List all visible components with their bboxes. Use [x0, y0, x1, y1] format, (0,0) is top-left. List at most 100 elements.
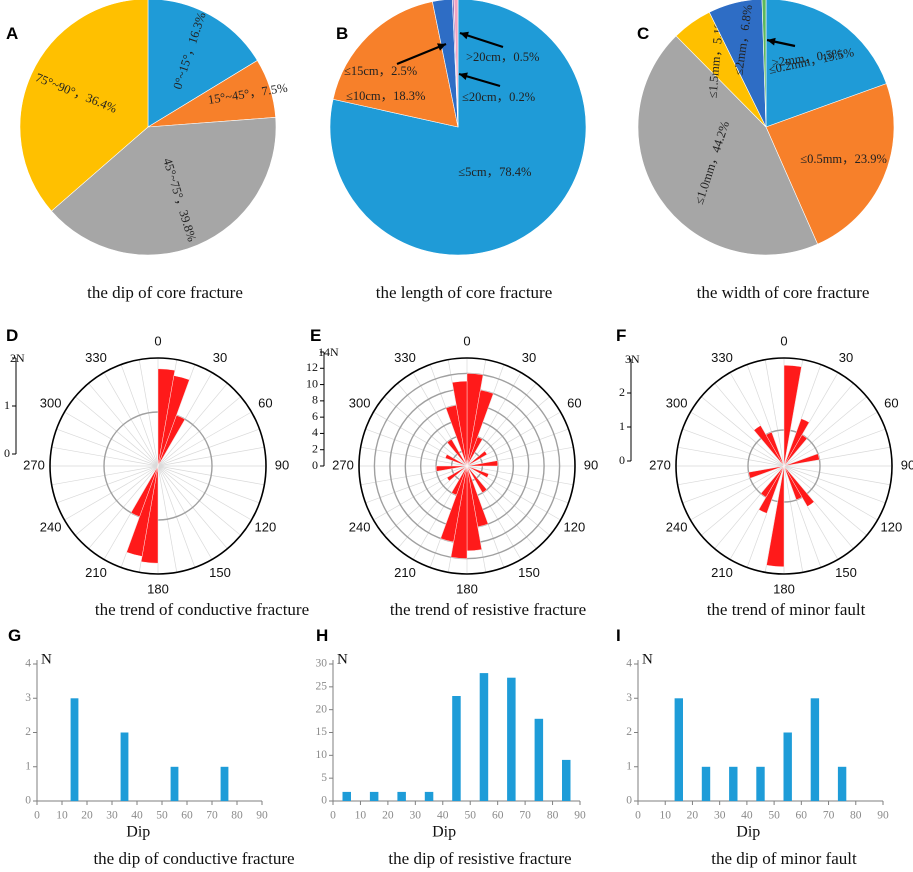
- pie-slice-1: [329, 0, 587, 256]
- scale-tick-label: 12: [306, 360, 318, 374]
- pie-chart-core-width: ≤0.2mm，19.5%≤0.5mm，23.9%≤1.0mm，44.2%≤1.5…: [637, 0, 895, 256]
- x-tick-label: 60: [181, 810, 193, 822]
- direction-label: 270: [649, 457, 671, 472]
- y-axis-label: N: [337, 651, 348, 667]
- rose-petal: [446, 465, 468, 482]
- rose-petal: [765, 431, 785, 467]
- x-tick-label: 80: [231, 810, 243, 822]
- x-tick-label: 80: [850, 810, 862, 822]
- x-axis-label: Dip: [736, 824, 760, 841]
- leader-arrow-head: [459, 72, 468, 80]
- direction-label: 210: [711, 565, 733, 580]
- pie-slice-label: ≤20cm，0.2%: [462, 90, 535, 104]
- rose-spoke: [466, 428, 569, 467]
- direction-label: 30: [213, 350, 227, 365]
- bar: [120, 732, 129, 801]
- y-axis-label: N: [41, 651, 52, 667]
- direction-label: 150: [209, 565, 231, 580]
- rose-petal: [157, 415, 186, 467]
- x-tick-label: 10: [56, 810, 68, 822]
- pie-slice-label: ≤5cm，78.4%: [458, 165, 531, 179]
- y-tick-label: 20: [316, 703, 328, 715]
- leader-arrow-head: [767, 37, 776, 46]
- x-tick-label: 60: [796, 810, 808, 822]
- y-tick-label: 0: [25, 795, 31, 807]
- x-axis-label: Dip: [432, 824, 456, 841]
- panel-letter-d: D: [6, 326, 18, 345]
- x-tick-label: 90: [877, 810, 889, 822]
- caption-core-width: the width of core fracture: [697, 283, 870, 302]
- pie-slice-5: [708, 0, 767, 128]
- direction-label: 120: [881, 519, 903, 534]
- rose-petal: [783, 453, 820, 467]
- scale-tick-label: 0: [312, 458, 318, 472]
- rose-spoke: [783, 411, 878, 467]
- rose-spoke: [682, 428, 785, 467]
- pie-slice-4: [19, 0, 149, 212]
- bar: [534, 718, 544, 801]
- rose-petal: [126, 465, 159, 557]
- direction-label: 150: [518, 565, 540, 580]
- rose-diagram-minor-fault-trend: 0 30 60 90 120 150 180 210 240 270 300 330 0 1 2 3N: [619, 333, 913, 596]
- pie-slice-3: [432, 0, 459, 128]
- direction-label: 210: [85, 565, 107, 580]
- direction-label: 240: [349, 519, 371, 534]
- panel-letter-f: F: [616, 326, 626, 345]
- rose-petal: [466, 436, 483, 467]
- y-tick-label: 1: [626, 760, 632, 772]
- pie-chart-core-length: ≤5cm，78.4% ≤10cm，18.3% ≤15cm，2.5% ≤20cm，0.2…: [329, 0, 587, 256]
- x-tick-label: 90: [256, 810, 268, 822]
- y-tick-label: 1: [25, 760, 31, 772]
- caption-conductive-trend: the trend of conductive fracture: [95, 600, 309, 619]
- bar: [562, 759, 571, 801]
- rose-petal: [783, 434, 808, 467]
- rose-outer-circle: [675, 357, 893, 575]
- rose-petal: [435, 465, 468, 472]
- panel-letter-c: C: [637, 24, 649, 43]
- rose-petal: [157, 375, 190, 467]
- bar: [783, 732, 792, 801]
- direction-label: 270: [23, 457, 45, 472]
- bar: [397, 791, 406, 801]
- caption-conductive-dip: the dip of conductive fracture: [93, 849, 294, 868]
- direction-label: 30: [522, 350, 536, 365]
- panel-letter-b: B: [336, 24, 348, 43]
- direction-label: 0: [463, 333, 470, 348]
- rose-spoke: [690, 411, 785, 467]
- bar: [756, 766, 765, 802]
- rose-petal: [466, 465, 490, 478]
- rose-spoke: [783, 465, 804, 573]
- pie-chart-core-dip: 0°~15°，16.3%15°~45°，7.5%45°~75°，39.8%75°…: [19, 0, 288, 256]
- x-tick-label: 50: [156, 810, 168, 822]
- pie-slice-label: ≤0.5mm，23.9%: [800, 152, 887, 166]
- y-tick-label: 0: [626, 795, 632, 807]
- y-tick-label: 0: [321, 795, 327, 807]
- pie-slice-label: ≤1.5mm，5.1%: [705, 17, 726, 98]
- rose-petal: [451, 465, 468, 496]
- y-tick-label: 15: [316, 726, 328, 738]
- rose-spoke: [783, 396, 867, 467]
- rose-spoke: [783, 465, 886, 504]
- direction-label: 240: [40, 519, 62, 534]
- x-tick-label: 80: [547, 810, 559, 822]
- rose-petal: [783, 465, 815, 507]
- x-tick-label: 0: [330, 810, 336, 822]
- rose-petal: [766, 465, 785, 568]
- direction-label: 210: [394, 565, 416, 580]
- rose-spoke: [397, 465, 468, 549]
- rose-spoke: [701, 396, 785, 467]
- x-tick-label: 0: [34, 810, 40, 822]
- rose-petal: [466, 465, 488, 493]
- rose-spoke: [360, 446, 468, 467]
- rose-outer-circle: [49, 357, 267, 575]
- direction-label: 120: [564, 519, 586, 534]
- x-tick-label: 20: [81, 810, 93, 822]
- x-tick-label: 0: [635, 810, 641, 822]
- x-tick-label: 70: [206, 810, 218, 822]
- scale-tick-label: 1: [4, 398, 10, 412]
- panel-letter-a: A: [6, 24, 18, 43]
- x-tick-label: 50: [464, 810, 476, 822]
- bar: [810, 698, 820, 802]
- rose-spoke: [466, 465, 550, 536]
